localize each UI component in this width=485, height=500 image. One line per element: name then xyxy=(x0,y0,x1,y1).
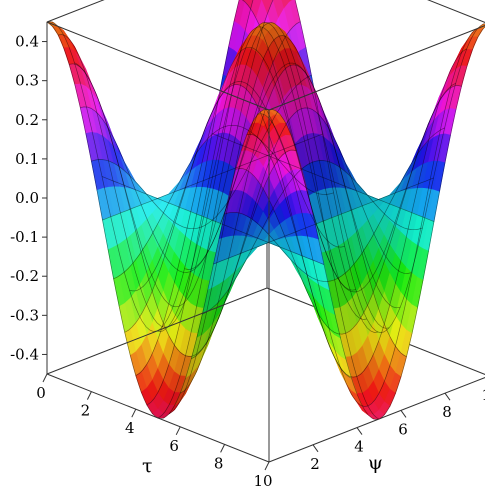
psi-tick-label: 6 xyxy=(398,420,408,438)
tau-tick-mark xyxy=(86,391,92,400)
mesh-line xyxy=(191,107,412,360)
psi-tick-label: 8 xyxy=(442,403,452,421)
mesh-line xyxy=(135,46,356,376)
z-tick-label: -0.1 xyxy=(10,228,39,246)
z-tick-label: 0.3 xyxy=(15,72,39,90)
psi-tick-mark xyxy=(356,427,363,435)
psi-axis-label: ψ xyxy=(368,452,383,474)
z-tick-label: 0.1 xyxy=(15,150,39,168)
mesh-line xyxy=(241,0,462,293)
z-tick-label: -0.3 xyxy=(10,306,39,324)
surface-mesh xyxy=(46,0,485,420)
mesh-line xyxy=(101,176,325,265)
tau-tick-label: 6 xyxy=(169,437,179,455)
mesh-line xyxy=(224,127,445,282)
tau-tick-label: 8 xyxy=(214,454,224,472)
z-tick-label: 0.2 xyxy=(15,111,39,129)
z-tick-label: -0.4 xyxy=(10,345,39,363)
psi-tick-mark xyxy=(400,410,407,418)
z-tick-label: 0.0 xyxy=(15,189,39,207)
mesh-line xyxy=(213,177,434,265)
box-edge xyxy=(46,373,270,463)
psi-tick-mark xyxy=(444,392,451,401)
mesh-line xyxy=(157,22,379,419)
mesh-line xyxy=(113,124,334,280)
tau-tick-label: 4 xyxy=(125,419,135,437)
psi-tick-mark xyxy=(312,444,319,453)
tau-tick-label: 2 xyxy=(81,402,91,420)
mesh-line xyxy=(257,27,479,407)
mesh-line xyxy=(202,160,423,315)
box-edge xyxy=(427,0,485,23)
mesh-line xyxy=(74,62,297,357)
tau-tick-mark xyxy=(131,408,137,418)
mesh-line xyxy=(246,48,467,378)
mesh-line xyxy=(102,133,323,221)
mesh-line xyxy=(294,0,485,333)
mesh-line xyxy=(124,81,345,333)
z-axis-ticks: 0.4 0.3 0.2 0.1 0.0 -0.1 -0.2 -0.3 -0.4 xyxy=(10,33,47,363)
tau-tick-mark xyxy=(175,426,181,436)
mesh-line xyxy=(69,0,274,308)
mesh-line xyxy=(80,21,301,273)
mesh-line xyxy=(91,74,312,230)
tau-tick-label: 10 xyxy=(253,472,272,490)
box-edge xyxy=(46,21,270,111)
psi-tick-label: 4 xyxy=(354,438,364,456)
mesh-line xyxy=(146,26,367,406)
mesh-line xyxy=(168,35,390,415)
box-edge xyxy=(268,25,485,111)
box-edge xyxy=(46,0,105,23)
z-tick-label: 0.4 xyxy=(15,33,39,51)
mesh-line xyxy=(129,84,352,379)
tau-tick-mark xyxy=(264,461,270,471)
tau-axis-ticks: 0 2 4 6 8 10 xyxy=(36,373,273,490)
mesh-line xyxy=(156,22,380,420)
z-tick-label: -0.2 xyxy=(10,267,39,285)
mesh-line xyxy=(268,26,485,420)
mesh-line xyxy=(211,133,435,222)
mesh-line xyxy=(184,62,407,358)
tau-tick-label: 0 xyxy=(36,384,46,402)
mesh-line xyxy=(235,82,456,335)
box-edge xyxy=(46,287,268,375)
psi-tick-label: 10 xyxy=(481,386,485,404)
tau-tick-mark xyxy=(220,444,226,453)
tau-tick-mark xyxy=(42,373,48,383)
psi-axis-ticks: 2 4 6 8 10 xyxy=(310,386,485,473)
psi-tick-label: 2 xyxy=(310,455,320,473)
tau-axis-label: τ xyxy=(142,455,153,477)
